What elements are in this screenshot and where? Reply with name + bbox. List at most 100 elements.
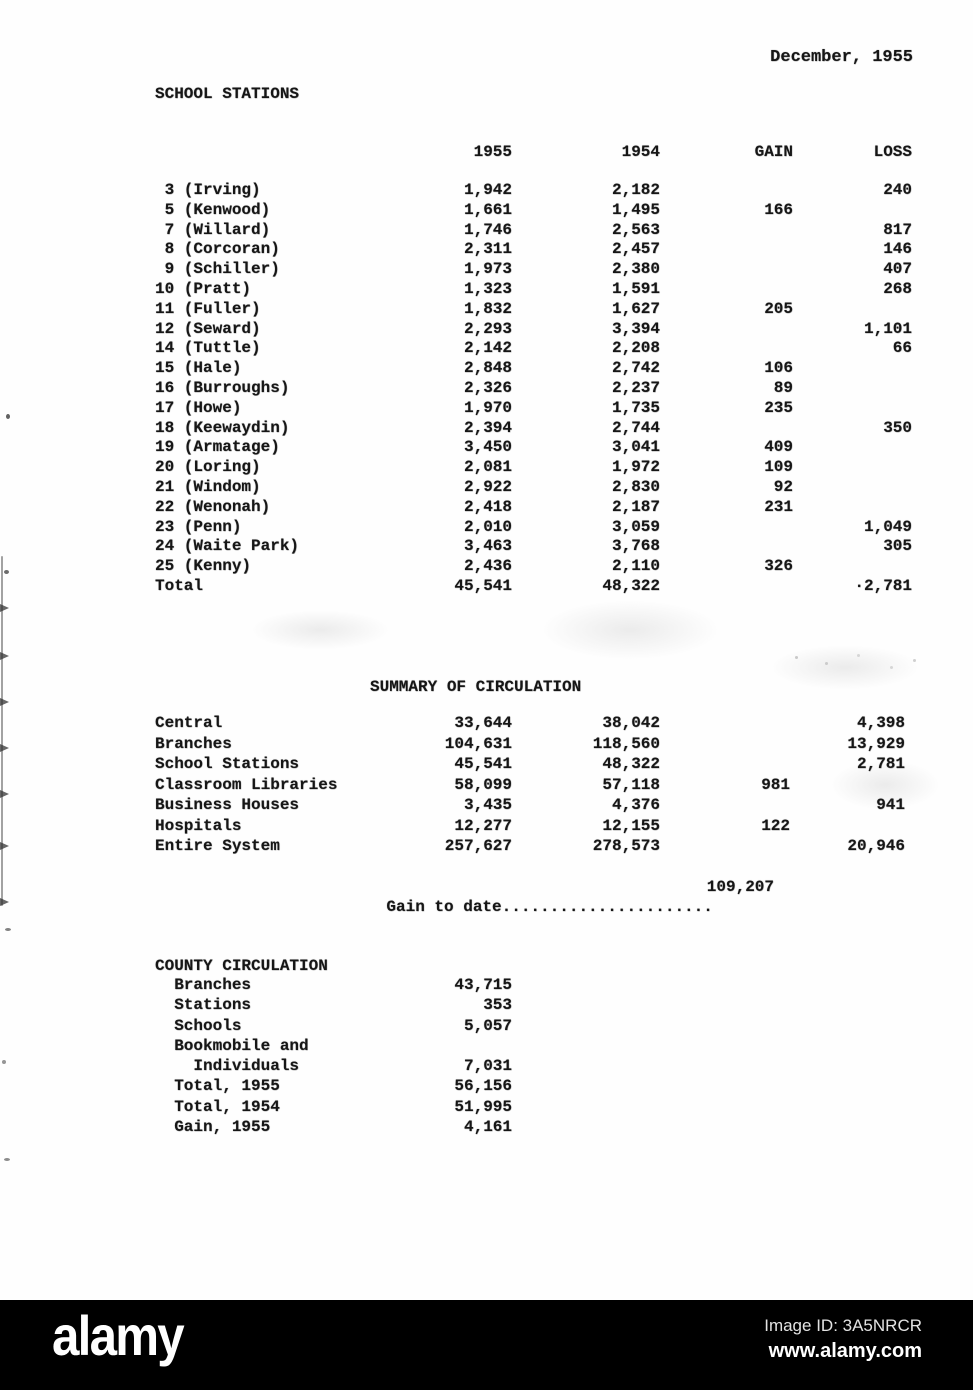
table-row: 16 (Burroughs) 2,326 2,237 89 [155,379,912,399]
cell-y1954: 2,830 [611,477,660,496]
table-row: 17 (Howe) 1,970 1,735 235 [155,399,912,419]
cell-y1954: 4,376 [611,796,660,814]
scan-artifact [2,1060,6,1064]
row-label: 16 (Burroughs) [155,378,290,397]
cell-y1955: 1,942 [463,181,512,199]
table-row: 21 (Windom) 2,922 2,830 92 [155,478,912,498]
row-label: Entire System [155,837,280,855]
cell-loss: ·2,781 [854,576,912,595]
row-label: Classroom Libraries [155,775,338,794]
table-row: 12 (Seward) 2,293 3,394 1,101 [155,320,912,340]
cell-y1954: 2,182 [611,181,660,199]
table-row: 5 (Kenwood) 1,661 1,495 166 [155,201,912,221]
row-label: 10 (Pratt) [155,279,252,298]
cell-y1954: 48,322 [602,755,660,773]
row-label: 3 (Irving) [155,181,261,199]
row-label: Schools [155,1016,242,1035]
row-label: Branches [155,976,252,994]
cell-y1954: 48,322 [602,576,660,595]
cell-y1955: 2,142 [463,339,512,358]
cell-value: 51,995 [454,1097,512,1116]
cell-y1955: 2,848 [463,359,512,378]
cell-y1955: 2,081 [463,458,512,477]
cell-y1954: 57,118 [602,775,660,794]
row-label: 24 (Waite Park) [155,537,300,556]
cell-gain: 326 [764,557,793,576]
cell-gain: 981 [761,775,790,794]
cell-y1954: 3,059 [611,517,660,536]
cell-y1954: 3,394 [611,319,660,338]
row-label: Central [155,714,223,732]
cell-y1954: 3,041 [611,438,660,457]
cell-y1955: 1,323 [463,279,512,298]
scan-artifact [0,652,9,660]
cell-loss: 2,781 [790,755,905,775]
cell-y1954: 1,591 [611,279,660,298]
cell-y1955: 104,631 [444,734,512,753]
row-label: 18 (Keewaydin) [155,418,290,437]
alamy-url-text: www.alamy.com [768,1340,922,1362]
school-stations-header: 1955 1954 GAIN LOSS [155,143,912,163]
cell-y1955: 33,644 [454,714,512,732]
table-row: Branches 104,631 118,560 13,929 [155,735,912,756]
column-header-1955: 1955 [473,143,512,161]
cell-y1955: 1,973 [463,260,512,279]
row-label: 15 (Hale) [155,359,242,378]
table-row: Hospitals 12,277 12,155 122 [155,817,912,838]
table-row: Schools 5,057 [155,1017,512,1037]
cell-gain: 109 [764,458,793,477]
table-row: Stations 353 [155,996,512,1016]
scan-artifact [4,570,9,574]
column-header-1954: 1954 [621,143,660,161]
scan-artifact [4,1158,10,1161]
scan-binding-line [1,556,3,906]
cell-y1955: 3,435 [463,796,512,814]
county-circulation-title: COUNTY CIRCULATION [155,957,328,975]
row-label: 20 (Loring) [155,458,261,477]
cell-y1955: 2,311 [463,240,512,259]
table-row: 15 (Hale) 2,848 2,742 106 [155,359,912,379]
cell-y1954: 2,380 [611,260,660,279]
cell-loss: 1,101 [863,319,912,338]
table-row: Branches 43,715 [155,976,512,996]
table-row: 19 (Armatage) 3,450 3,041 409 [155,438,912,458]
cell-gain: 231 [764,497,793,516]
cell-y1954: 1,627 [611,299,660,318]
row-label: School Stations [155,755,300,773]
cell-loss: 240 [883,181,912,199]
school-stations-table: 3 (Irving) 1,942 2,182 240 5 (Kenwood) 1,661… [155,181,912,597]
cell-y1955: 257,627 [444,837,512,855]
scan-artifact [0,698,9,706]
cell-y1955: 2,010 [463,517,512,536]
cell-y1955: 1,832 [463,299,512,318]
cell-loss: 4,398 [856,714,905,732]
cell-y1954: 2,110 [611,557,660,576]
row-label: 21 (Windom) [155,477,261,496]
scan-artifact [0,744,9,752]
table-row: 25 (Kenny) 2,436 2,110 326 [155,557,912,577]
table-row: School Stations 45,541 48,322 2,781 [155,755,912,776]
table-row: Total, 1955 56,156 [155,1077,512,1097]
summary-title: SUMMARY OF CIRCULATION [370,678,582,696]
cell-y1954: 2,744 [611,418,660,437]
table-row: 8 (Corcoran) 2,311 2,457 146 [155,240,912,260]
cell-y1955: 2,394 [463,418,512,437]
cell-loss: 146 [883,240,912,259]
table-row: 7 (Willard) 1,746 2,563 817 [155,221,912,241]
scan-artifact [6,414,10,419]
cell-y1955: 12,277 [454,816,512,835]
cell-gain: 166 [764,200,793,219]
cell-y1954: 38,042 [602,714,660,732]
cell-loss: 350 [883,418,912,437]
image-id-text: Image ID: 3A5NRCR [764,1316,922,1335]
row-label: 9 (Schiller) [155,260,280,279]
row-label: 5 (Kenwood) [155,200,271,219]
gain-to-date-label: Gain to date [386,898,502,916]
table-row: Individuals 7,031 [155,1057,512,1077]
cell-y1954: 2,742 [611,359,660,378]
cell-gain: 409 [764,438,793,457]
table-row: 22 (Wenonah) 2,418 2,187 231 [155,498,912,518]
column-header-gain: GAIN [754,143,793,161]
cell-y1954: 12,155 [602,816,660,835]
